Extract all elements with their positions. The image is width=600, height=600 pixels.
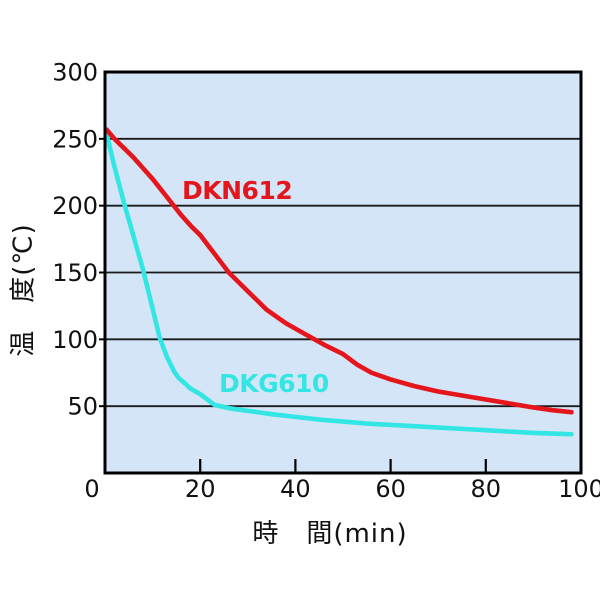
x-tick-label: 40 bbox=[280, 475, 311, 503]
series-label-dkn612: DKN612 bbox=[182, 176, 293, 205]
curve-dkg610 bbox=[104, 131, 574, 437]
y-tick-label: 250 bbox=[52, 125, 98, 153]
y-tick-label: 300 bbox=[52, 59, 98, 87]
y-tick-label: 50 bbox=[67, 393, 98, 421]
x-tick-label: 60 bbox=[375, 475, 406, 503]
curve-dkn612 bbox=[104, 127, 574, 415]
series-label-dkg610: DKG610 bbox=[219, 369, 329, 398]
y-tick-label: 150 bbox=[52, 259, 98, 287]
x-tick-label: 20 bbox=[185, 475, 216, 503]
plot-border bbox=[103, 70, 583, 475]
x-tick-label: 0 bbox=[84, 475, 99, 503]
x-tick-label: 80 bbox=[471, 475, 502, 503]
y-tick-label: 200 bbox=[52, 192, 98, 220]
x-axis-title: 時 間(min) bbox=[252, 519, 408, 549]
x-tick-label: 100 bbox=[558, 475, 600, 503]
y-tick-label: 100 bbox=[52, 326, 98, 354]
y-axis-title: 温 度(℃) bbox=[8, 223, 39, 357]
